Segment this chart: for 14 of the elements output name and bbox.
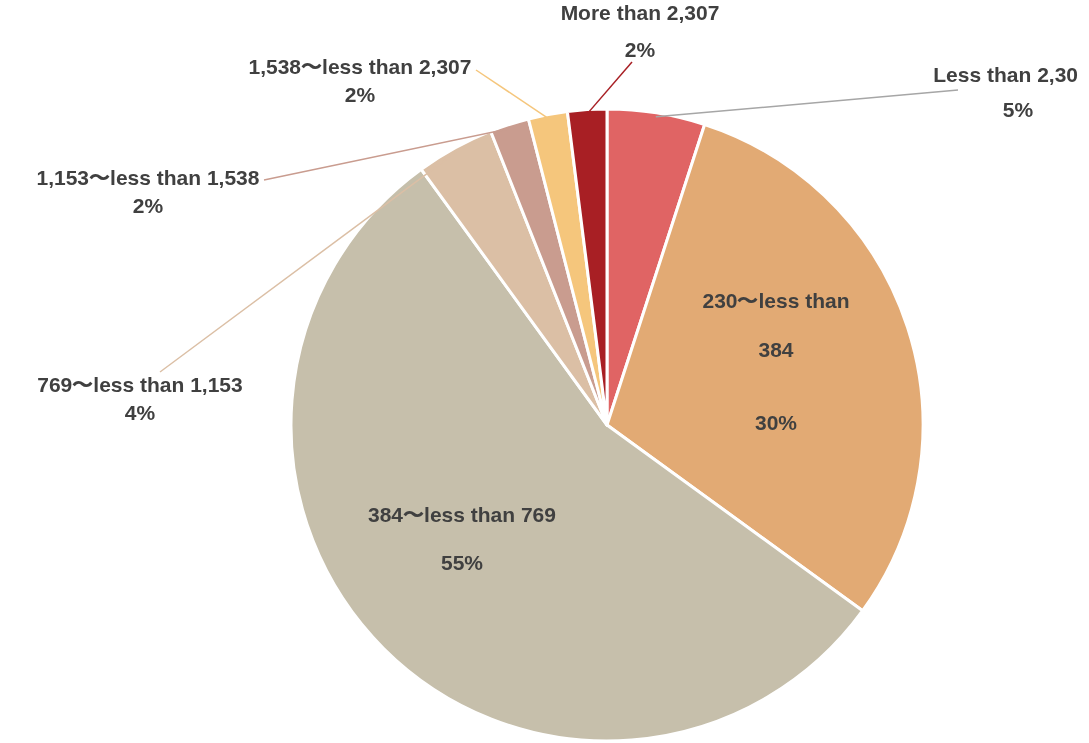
slice-label: 384〜less than 769 [368, 503, 556, 526]
data-label: 2% [624, 38, 656, 61]
category-label: 230〜less than 384 [702, 289, 850, 361]
data-label: 2% [344, 83, 376, 106]
slice-label: 769〜less than 1,153 [37, 373, 243, 396]
data-label: 5% [1002, 98, 1034, 121]
data-label: 2% [132, 194, 164, 217]
slice-label: More than 2,307 [560, 1, 720, 24]
slice-label: Less than 2,30 [933, 63, 1078, 86]
data-label: 55% [440, 551, 484, 574]
slice-label: 1,153〜less than 1,538 [36, 166, 260, 189]
data-label: 30% [754, 411, 798, 434]
slice-label: 1,538〜less than 2,307 [248, 55, 472, 78]
data-label: 4% [124, 401, 156, 424]
